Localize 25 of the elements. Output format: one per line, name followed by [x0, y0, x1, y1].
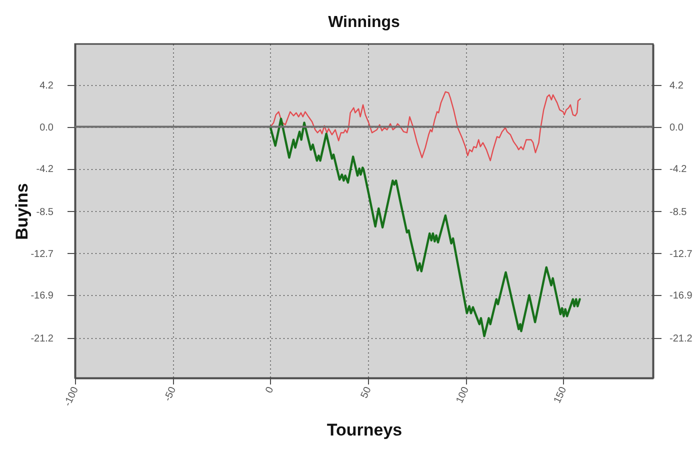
- x-tick-label: 150: [552, 384, 570, 406]
- x-tick-label: 0: [264, 384, 276, 396]
- line-series: [270, 91, 581, 162]
- y2-tick-label: -12.7: [670, 248, 693, 260]
- y-tick-label: -4.2: [36, 164, 54, 176]
- y-tick-label: 4.2: [40, 80, 54, 92]
- x-axis-title: Tourneys: [326, 420, 402, 440]
- x-tick-label: 100: [454, 384, 472, 406]
- x-tick-label: -100: [62, 384, 82, 408]
- y-tick-label: 0.0: [40, 122, 54, 134]
- y-tick-label: -16.9: [30, 290, 54, 302]
- y2-tick-label: -21.2: [670, 334, 693, 345]
- y-tick-label: -8.5: [36, 207, 54, 218]
- y-axis-title: Buyins: [12, 183, 32, 240]
- y2-tick-label: -8.5: [670, 207, 688, 218]
- y2-tick-label: -4.2: [670, 164, 688, 176]
- line-series: [269, 118, 581, 338]
- y2-tick-label: -16.9: [670, 290, 693, 302]
- chart-title: Winnings: [328, 14, 400, 31]
- y-tick-label: -12.7: [30, 248, 54, 260]
- y2-tick-label: 4.2: [670, 80, 684, 92]
- y2-tick-label: 0.0: [670, 122, 684, 134]
- x-tick-label: -50: [162, 384, 179, 404]
- x-tick-label: 50: [359, 384, 374, 400]
- y-tick-label: -21.2: [30, 334, 54, 345]
